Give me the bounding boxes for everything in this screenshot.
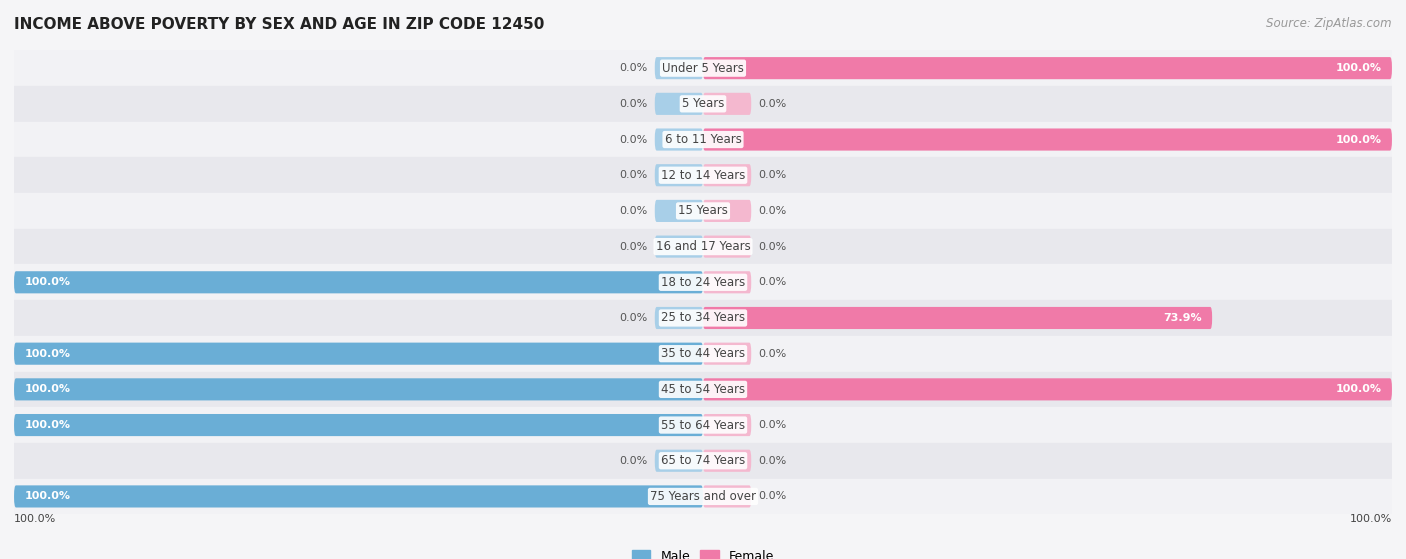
Text: 0.0%: 0.0% — [620, 63, 648, 73]
Text: 65 to 74 Years: 65 to 74 Years — [661, 454, 745, 467]
Bar — [14, 86, 1392, 122]
FancyBboxPatch shape — [655, 449, 703, 472]
Bar — [14, 122, 1392, 158]
Legend: Male, Female: Male, Female — [627, 546, 779, 559]
FancyBboxPatch shape — [703, 307, 1212, 329]
Text: 12 to 14 Years: 12 to 14 Years — [661, 169, 745, 182]
Text: 0.0%: 0.0% — [758, 491, 786, 501]
FancyBboxPatch shape — [703, 129, 1392, 150]
FancyBboxPatch shape — [14, 485, 703, 508]
Text: 100.0%: 100.0% — [24, 277, 70, 287]
Bar — [14, 372, 1392, 407]
FancyBboxPatch shape — [703, 414, 751, 436]
Text: 0.0%: 0.0% — [758, 99, 786, 109]
Text: 0.0%: 0.0% — [620, 313, 648, 323]
FancyBboxPatch shape — [14, 414, 703, 436]
FancyBboxPatch shape — [655, 57, 703, 79]
Text: INCOME ABOVE POVERTY BY SEX AND AGE IN ZIP CODE 12450: INCOME ABOVE POVERTY BY SEX AND AGE IN Z… — [14, 17, 544, 32]
Text: 45 to 54 Years: 45 to 54 Years — [661, 383, 745, 396]
FancyBboxPatch shape — [14, 343, 703, 364]
Text: 73.9%: 73.9% — [1163, 313, 1202, 323]
Text: 100.0%: 100.0% — [1350, 514, 1392, 524]
Text: 100.0%: 100.0% — [24, 349, 70, 359]
Text: 15 Years: 15 Years — [678, 205, 728, 217]
FancyBboxPatch shape — [655, 307, 703, 329]
Text: 0.0%: 0.0% — [758, 420, 786, 430]
Text: 100.0%: 100.0% — [1336, 63, 1382, 73]
FancyBboxPatch shape — [703, 200, 751, 222]
FancyBboxPatch shape — [703, 164, 751, 186]
Text: 0.0%: 0.0% — [758, 170, 786, 180]
Text: 100.0%: 100.0% — [24, 491, 70, 501]
FancyBboxPatch shape — [703, 343, 751, 364]
Bar — [14, 158, 1392, 193]
FancyBboxPatch shape — [703, 485, 751, 508]
Text: 0.0%: 0.0% — [620, 241, 648, 252]
Text: 0.0%: 0.0% — [620, 170, 648, 180]
Text: 0.0%: 0.0% — [758, 206, 786, 216]
Bar — [14, 479, 1392, 514]
Text: 100.0%: 100.0% — [24, 420, 70, 430]
Text: 100.0%: 100.0% — [1336, 135, 1382, 145]
Text: 0.0%: 0.0% — [620, 456, 648, 466]
FancyBboxPatch shape — [703, 271, 751, 293]
Bar — [14, 407, 1392, 443]
Text: 0.0%: 0.0% — [758, 349, 786, 359]
Text: 5 Years: 5 Years — [682, 97, 724, 110]
FancyBboxPatch shape — [703, 378, 1392, 400]
Text: 0.0%: 0.0% — [620, 206, 648, 216]
Text: 55 to 64 Years: 55 to 64 Years — [661, 419, 745, 432]
Text: 0.0%: 0.0% — [620, 135, 648, 145]
FancyBboxPatch shape — [655, 129, 703, 150]
Text: 75 Years and over: 75 Years and over — [650, 490, 756, 503]
Text: 0.0%: 0.0% — [758, 241, 786, 252]
FancyBboxPatch shape — [14, 378, 703, 400]
Bar — [14, 50, 1392, 86]
Text: 100.0%: 100.0% — [1336, 385, 1382, 394]
Text: 100.0%: 100.0% — [24, 385, 70, 394]
Text: 25 to 34 Years: 25 to 34 Years — [661, 311, 745, 324]
Bar — [14, 229, 1392, 264]
FancyBboxPatch shape — [655, 200, 703, 222]
FancyBboxPatch shape — [14, 271, 703, 293]
Bar — [14, 336, 1392, 372]
Text: 35 to 44 Years: 35 to 44 Years — [661, 347, 745, 360]
FancyBboxPatch shape — [703, 93, 751, 115]
Bar — [14, 300, 1392, 336]
FancyBboxPatch shape — [655, 164, 703, 186]
Text: Under 5 Years: Under 5 Years — [662, 61, 744, 75]
Text: 6 to 11 Years: 6 to 11 Years — [665, 133, 741, 146]
FancyBboxPatch shape — [703, 449, 751, 472]
Text: Source: ZipAtlas.com: Source: ZipAtlas.com — [1267, 17, 1392, 30]
FancyBboxPatch shape — [655, 235, 703, 258]
Text: 16 and 17 Years: 16 and 17 Years — [655, 240, 751, 253]
FancyBboxPatch shape — [703, 235, 751, 258]
Text: 0.0%: 0.0% — [758, 277, 786, 287]
Bar — [14, 443, 1392, 479]
Bar — [14, 264, 1392, 300]
Text: 0.0%: 0.0% — [758, 456, 786, 466]
Text: 0.0%: 0.0% — [620, 99, 648, 109]
Bar — [14, 193, 1392, 229]
FancyBboxPatch shape — [703, 57, 1392, 79]
Text: 18 to 24 Years: 18 to 24 Years — [661, 276, 745, 289]
Text: 100.0%: 100.0% — [14, 514, 56, 524]
FancyBboxPatch shape — [655, 93, 703, 115]
